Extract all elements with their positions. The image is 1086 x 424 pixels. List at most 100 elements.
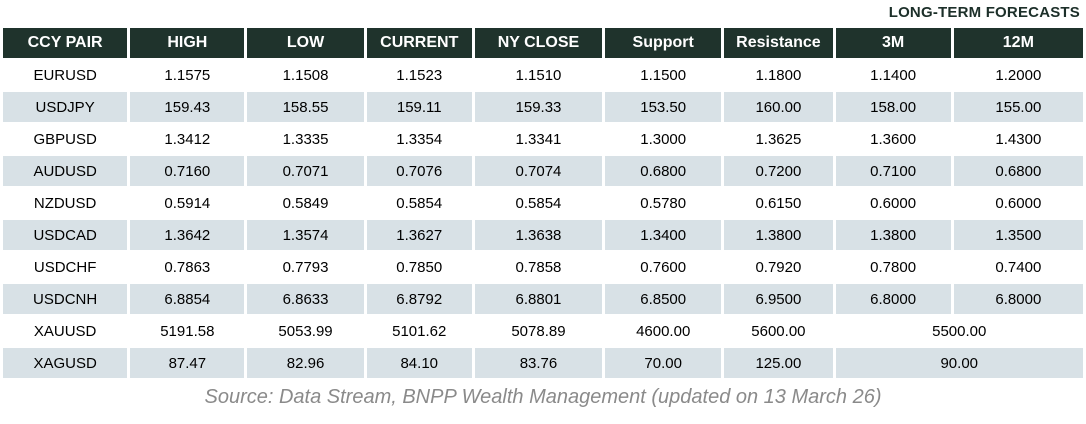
value-cell: 158.00 bbox=[835, 92, 951, 122]
value-cell: 155.00 bbox=[953, 92, 1083, 122]
column-header-support: Support bbox=[605, 28, 722, 58]
merged-forecast-cell: 90.00 bbox=[835, 348, 1083, 378]
ccy-pair-cell: USDCAD bbox=[3, 220, 128, 250]
value-cell: 70.00 bbox=[605, 348, 722, 378]
value-cell: 0.6150 bbox=[724, 188, 833, 218]
value-cell: 0.6000 bbox=[835, 188, 951, 218]
value-cell: 125.00 bbox=[724, 348, 833, 378]
value-cell: 0.7400 bbox=[953, 252, 1083, 282]
header-row: CCY PAIR HIGH LOW CURRENT NY CLOSE Support Res… bbox=[3, 28, 1083, 58]
ccy-pair-cell: USDJPY bbox=[3, 92, 128, 122]
value-cell: 1.1800 bbox=[724, 60, 833, 90]
value-cell: 1.3412 bbox=[130, 124, 245, 154]
value-cell: 0.5854 bbox=[474, 188, 603, 218]
value-cell: 6.8500 bbox=[605, 284, 722, 314]
value-cell: 0.5849 bbox=[247, 188, 364, 218]
value-cell: 5078.89 bbox=[474, 316, 603, 346]
value-cell: 1.3341 bbox=[474, 124, 603, 154]
value-cell: 0.7850 bbox=[366, 252, 472, 282]
column-header-3m: 3M bbox=[835, 28, 951, 58]
value-cell: 4600.00 bbox=[605, 316, 722, 346]
value-cell: 1.3354 bbox=[366, 124, 472, 154]
page-title: LONG-TERM FORECASTS bbox=[888, 4, 1080, 21]
table-row-usdchf: USDCHF 0.7863 0.7793 0.7850 0.7858 0.7600 0.79… bbox=[3, 252, 1083, 282]
value-cell: 1.3800 bbox=[835, 220, 951, 250]
value-cell: 1.3627 bbox=[366, 220, 472, 250]
value-cell: 1.3400 bbox=[605, 220, 722, 250]
fx-forecast-table: CCY PAIR HIGH LOW CURRENT NY CLOSE Support Res… bbox=[0, 26, 1086, 380]
value-cell: 1.1400 bbox=[835, 60, 951, 90]
table-row-usdcad: USDCAD 1.3642 1.3574 1.3627 1.3638 1.3400 1.38… bbox=[3, 220, 1083, 250]
value-cell: 0.7076 bbox=[366, 156, 472, 186]
value-cell: 0.6000 bbox=[953, 188, 1083, 218]
column-header-resistance: Resistance bbox=[724, 28, 833, 58]
table-row-xauusd: XAUUSD 5191.58 5053.99 5101.62 5078.89 4600.0… bbox=[3, 316, 1083, 346]
value-cell: 6.8792 bbox=[366, 284, 472, 314]
value-cell: 160.00 bbox=[724, 92, 833, 122]
value-cell: 84.10 bbox=[366, 348, 472, 378]
value-cell: 0.7800 bbox=[835, 252, 951, 282]
value-cell: 0.6800 bbox=[953, 156, 1083, 186]
table-row-usdcnh: USDCNH 6.8854 6.8633 6.8792 6.8801 6.8500 6.95… bbox=[3, 284, 1083, 314]
value-cell: 159.33 bbox=[474, 92, 603, 122]
value-cell: 0.7863 bbox=[130, 252, 245, 282]
table-row-eurusd: EURUSD 1.1575 1.1508 1.1523 1.1510 1.1500 1.18… bbox=[3, 60, 1083, 90]
value-cell: 6.8000 bbox=[953, 284, 1083, 314]
value-cell: 1.1500 bbox=[605, 60, 722, 90]
value-cell: 0.7920 bbox=[724, 252, 833, 282]
value-cell: 0.7793 bbox=[247, 252, 364, 282]
value-cell: 0.5854 bbox=[366, 188, 472, 218]
ccy-pair-cell: USDCNH bbox=[3, 284, 128, 314]
ccy-pair-cell: GBPUSD bbox=[3, 124, 128, 154]
value-cell: 0.7071 bbox=[247, 156, 364, 186]
value-cell: 0.5914 bbox=[130, 188, 245, 218]
value-cell: 1.1523 bbox=[366, 60, 472, 90]
column-header-12m: 12M bbox=[953, 28, 1083, 58]
value-cell: 87.47 bbox=[130, 348, 245, 378]
value-cell: 6.9500 bbox=[724, 284, 833, 314]
value-cell: 1.3800 bbox=[724, 220, 833, 250]
value-cell: 1.3000 bbox=[605, 124, 722, 154]
column-header-high: HIGH bbox=[130, 28, 245, 58]
source-note: Source: Data Stream, BNPP Wealth Managem… bbox=[204, 386, 882, 408]
value-cell: 1.3600 bbox=[835, 124, 951, 154]
table-row-usdjpy: USDJPY 159.43 158.55 159.11 159.33 153.50 160.… bbox=[3, 92, 1083, 122]
table-row-nzdusd: NZDUSD 0.5914 0.5849 0.5854 0.5854 0.5780 0.61… bbox=[3, 188, 1083, 218]
ccy-pair-cell: XAUUSD bbox=[3, 316, 128, 346]
table-row-gbpusd: GBPUSD 1.3412 1.3335 1.3354 1.3341 1.3000 1.36… bbox=[3, 124, 1083, 154]
column-header-current: CURRENT bbox=[366, 28, 472, 58]
ccy-pair-cell: EURUSD bbox=[3, 60, 128, 90]
value-cell: 1.3638 bbox=[474, 220, 603, 250]
value-cell: 153.50 bbox=[605, 92, 722, 122]
value-cell: 1.3335 bbox=[247, 124, 364, 154]
value-cell: 0.7600 bbox=[605, 252, 722, 282]
ccy-pair-cell: XAGUSD bbox=[3, 348, 128, 378]
value-cell: 159.43 bbox=[130, 92, 245, 122]
value-cell: 0.5780 bbox=[605, 188, 722, 218]
ccy-pair-cell: NZDUSD bbox=[3, 188, 128, 218]
table-row-audusd: AUDUSD 0.7160 0.7071 0.7076 0.7074 0.6800 0.72… bbox=[3, 156, 1083, 186]
value-cell: 6.8854 bbox=[130, 284, 245, 314]
value-cell: 1.1575 bbox=[130, 60, 245, 90]
value-cell: 0.7074 bbox=[474, 156, 603, 186]
value-cell: 0.6800 bbox=[605, 156, 722, 186]
table-row-xagusd: XAGUSD 87.47 82.96 84.10 83.76 70.00 125.00 90.… bbox=[3, 348, 1083, 378]
value-cell: 1.1508 bbox=[247, 60, 364, 90]
value-cell: 1.4300 bbox=[953, 124, 1083, 154]
value-cell: 5101.62 bbox=[366, 316, 472, 346]
value-cell: 83.76 bbox=[474, 348, 603, 378]
value-cell: 1.3625 bbox=[724, 124, 833, 154]
value-cell: 1.3500 bbox=[953, 220, 1083, 250]
value-cell: 1.2000 bbox=[953, 60, 1083, 90]
value-cell: 0.7160 bbox=[130, 156, 245, 186]
column-header-low: LOW bbox=[247, 28, 364, 58]
value-cell: 6.8801 bbox=[474, 284, 603, 314]
value-cell: 6.8633 bbox=[247, 284, 364, 314]
column-header-ccy-pair: CCY PAIR bbox=[3, 28, 128, 58]
value-cell: 5600.00 bbox=[724, 316, 833, 346]
value-cell: 0.7200 bbox=[724, 156, 833, 186]
ccy-pair-cell: AUDUSD bbox=[3, 156, 128, 186]
value-cell: 6.8000 bbox=[835, 284, 951, 314]
value-cell: 159.11 bbox=[366, 92, 472, 122]
